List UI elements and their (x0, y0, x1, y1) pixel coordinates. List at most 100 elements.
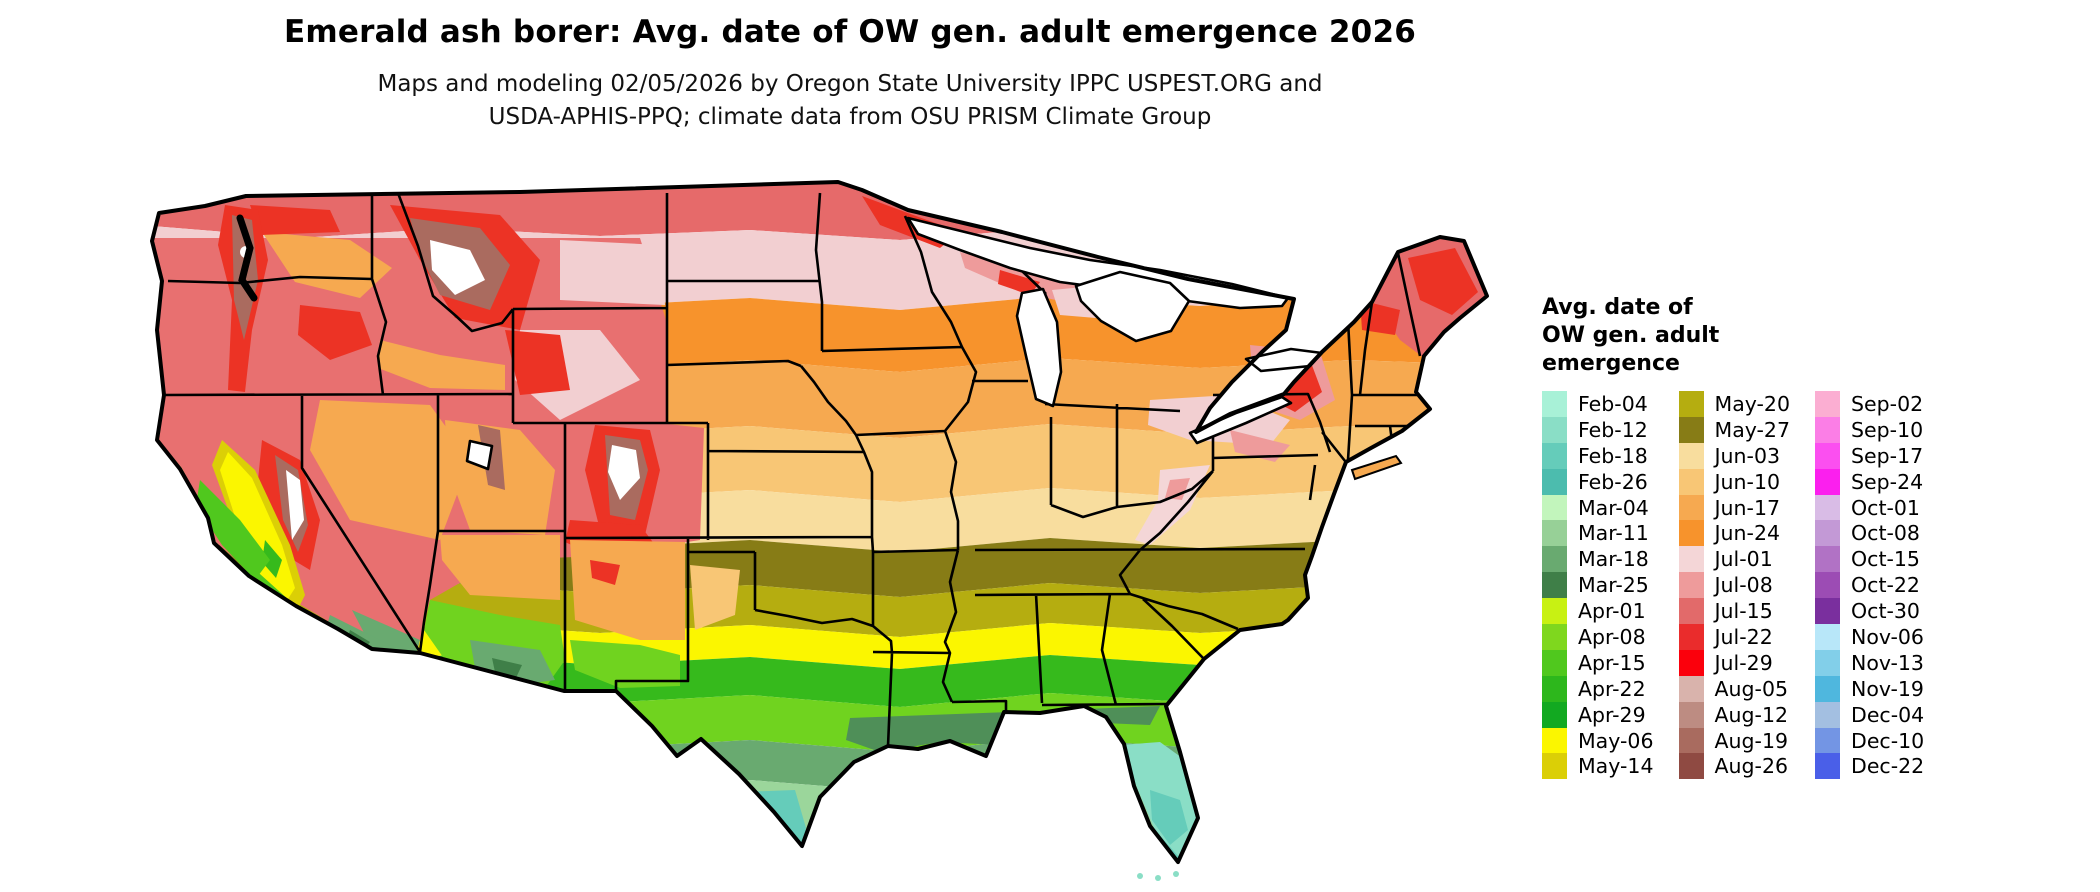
legend-entry-feb-18: Feb-18 (1542, 442, 1654, 469)
legend-entry-nov-13: Nov-13 (1815, 649, 1924, 676)
legend-entry-dec-04: Dec-04 (1815, 701, 1924, 728)
legend-label: Oct-15 (1851, 547, 1920, 572)
legend-swatch-jun-17 (1678, 494, 1704, 521)
legend-title-line-1: Avg. date of (1542, 295, 1693, 320)
legend-label: Jul-29 (1714, 650, 1773, 675)
legend-label: Feb-26 (1578, 469, 1648, 494)
legend-swatch-nov-19 (1815, 675, 1841, 702)
legend-column-1: Feb-04 Feb-12 Feb-18 Feb-26 Mar-04 Mar-11 Mar-… (1542, 391, 1654, 780)
legend-entry-oct-22: Oct-22 (1815, 572, 1924, 599)
legend-entry-oct-30: Oct-30 (1815, 598, 1924, 625)
header: Emerald ash borer: Avg. date of OW gen. … (0, 14, 1700, 134)
legend-label: Apr-08 (1578, 624, 1646, 649)
legend-entry-mar-18: Mar-18 (1542, 546, 1654, 573)
legend-swatch-mar-04 (1542, 494, 1567, 521)
legend-label: Jul-08 (1714, 573, 1773, 598)
legend-column-3: Sep-02 Sep-10 Sep-17 Sep-24 Oct-01 Oct-08 Oct-… (1815, 391, 1925, 780)
state-borders (161, 192, 1422, 747)
legend-label: Aug-05 (1714, 676, 1789, 701)
legend-swatch-may-14 (1542, 753, 1567, 780)
legend-entry-aug-26: Aug-26 (1678, 753, 1791, 780)
legend-swatch-oct-30 (1815, 598, 1841, 625)
legend-entry-may-20: May-20 (1678, 391, 1790, 417)
legend-swatch-sep-10 (1815, 416, 1841, 443)
legend-swatch-feb-04 (1542, 391, 1567, 417)
legend-entry-dec-22: Dec-22 (1815, 753, 1924, 780)
legend-swatch-jul-08 (1678, 572, 1704, 599)
long-island (1350, 454, 1403, 481)
great-salt-lake (465, 439, 494, 471)
legend-entry-jun-10: Jun-10 (1678, 468, 1791, 495)
legend-entry-oct-15: Oct-15 (1815, 546, 1924, 573)
legend-label: Sep-17 (1851, 443, 1924, 468)
legend-swatch-sep-24 (1815, 468, 1841, 495)
legend-entry-oct-01: Oct-01 (1815, 494, 1924, 521)
legend-swatch-nov-13 (1815, 649, 1841, 676)
legend-swatch-jul-29 (1678, 649, 1704, 676)
legend-label: Jun-03 (1714, 443, 1781, 468)
legend-label: Oct-01 (1851, 495, 1920, 520)
legend-label: Jul-01 (1714, 547, 1773, 572)
legend-entry-mar-11: Mar-11 (1542, 520, 1654, 547)
legend-swatch-dec-10 (1815, 727, 1841, 754)
legend-swatch-apr-29 (1542, 701, 1567, 728)
legend-swatch-aug-26 (1678, 753, 1704, 780)
legend-entry-jul-08: Jul-08 (1678, 572, 1791, 599)
legend-label: May-14 (1578, 754, 1654, 779)
legend-title-line-3: emergence (1542, 351, 1680, 376)
legend-label: Jul-22 (1714, 624, 1773, 649)
legend-swatch-feb-12 (1542, 416, 1567, 443)
legend-swatch-feb-26 (1542, 468, 1567, 495)
legend-label: Apr-01 (1578, 599, 1646, 624)
legend-label: Oct-08 (1851, 521, 1920, 546)
legend-swatch-dec-22 (1815, 753, 1841, 780)
great-lakes (465, 216, 1324, 471)
legend-swatch-oct-22 (1815, 572, 1841, 599)
legend-entry-nov-06: Nov-06 (1815, 624, 1924, 650)
legend-swatch-jul-01 (1678, 546, 1704, 573)
legend-entry-oct-08: Oct-08 (1815, 520, 1924, 547)
legend-label: Feb-12 (1578, 417, 1648, 442)
legend-label: Mar-11 (1578, 521, 1649, 546)
legend-label: Jun-10 (1714, 469, 1781, 494)
legend-entry-mar-04: Mar-04 (1542, 494, 1654, 521)
legend-label: Sep-24 (1851, 469, 1924, 494)
legend-column-2: May-20 May-27 Jun-03 Jun-10 Jun-17 Jun-24 Jul-… (1678, 391, 1791, 780)
legend-entry-apr-15: Apr-15 (1542, 649, 1654, 676)
legend-swatch-jun-10 (1678, 468, 1704, 495)
legend-swatch-apr-15 (1542, 649, 1567, 676)
legend-entry-jul-15: Jul-15 (1678, 598, 1791, 625)
legend-entry-apr-01: Apr-01 (1542, 598, 1654, 625)
subtitle-line-1: Maps and modeling 02/05/2026 by Oregon S… (377, 71, 1323, 97)
lake-superior (906, 216, 1290, 310)
legend-entry-apr-29: Apr-29 (1542, 701, 1654, 728)
legend-entry-feb-04: Feb-04 (1542, 391, 1654, 417)
legend-label: May-27 (1714, 417, 1791, 442)
legend-label: Aug-12 (1714, 702, 1789, 727)
puget-sound (236, 214, 258, 302)
legend-label: May-06 (1578, 728, 1654, 753)
legend-swatch-dec-04 (1815, 701, 1841, 728)
legend-label: Dec-10 (1851, 728, 1925, 753)
legend-label: Jul-15 (1714, 599, 1773, 624)
florida-keys (1137, 871, 1179, 881)
legend-label: Nov-13 (1851, 650, 1924, 675)
legend-entry-dec-10: Dec-10 (1815, 727, 1925, 754)
legend-entry-feb-12: Feb-12 (1542, 416, 1654, 443)
legend-swatch-oct-08 (1815, 520, 1841, 547)
legend-label: Nov-06 (1851, 624, 1924, 649)
legend-label: Feb-04 (1578, 391, 1648, 416)
legend-entry-jul-29: Jul-29 (1678, 649, 1791, 676)
legend-swatch-mar-25 (1542, 572, 1567, 599)
legend-label: Jun-17 (1714, 495, 1781, 520)
lake-huron (1074, 270, 1191, 343)
legend-swatch-apr-08 (1542, 624, 1567, 650)
legend-entry-aug-05: Aug-05 (1678, 675, 1791, 702)
lake-michigan (1015, 287, 1063, 408)
legend-entry-sep-10: Sep-10 (1815, 416, 1924, 443)
legend-entry-feb-26: Feb-26 (1542, 468, 1654, 495)
legend-label: Apr-22 (1578, 676, 1646, 701)
legend-label: Apr-15 (1578, 650, 1646, 675)
legend-entry-jul-22: Jul-22 (1678, 624, 1791, 650)
legend-label: Mar-25 (1578, 573, 1649, 598)
